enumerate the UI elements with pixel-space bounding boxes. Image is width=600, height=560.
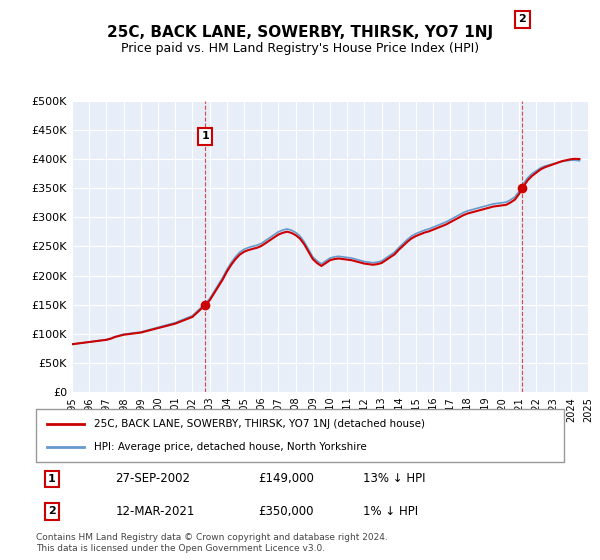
Text: 2: 2 — [518, 14, 526, 24]
Text: 27-SEP-2002: 27-SEP-2002 — [115, 473, 190, 486]
Text: 13% ↓ HPI: 13% ↓ HPI — [364, 473, 426, 486]
Text: Price paid vs. HM Land Registry's House Price Index (HPI): Price paid vs. HM Land Registry's House … — [121, 42, 479, 55]
Text: 1: 1 — [48, 474, 56, 484]
Text: 25C, BACK LANE, SOWERBY, THIRSK, YO7 1NJ (detached house): 25C, BACK LANE, SOWERBY, THIRSK, YO7 1NJ… — [94, 419, 425, 429]
Text: 25C, BACK LANE, SOWERBY, THIRSK, YO7 1NJ: 25C, BACK LANE, SOWERBY, THIRSK, YO7 1NJ — [107, 25, 493, 40]
Text: 2: 2 — [48, 506, 56, 516]
Text: 1: 1 — [201, 132, 209, 141]
Text: 12-MAR-2021: 12-MAR-2021 — [115, 505, 194, 517]
FancyBboxPatch shape — [36, 409, 564, 462]
Text: £149,000: £149,000 — [258, 473, 314, 486]
Text: £350,000: £350,000 — [258, 505, 313, 517]
Text: 1% ↓ HPI: 1% ↓ HPI — [364, 505, 418, 517]
Text: Contains HM Land Registry data © Crown copyright and database right 2024.
This d: Contains HM Land Registry data © Crown c… — [36, 533, 388, 553]
Text: HPI: Average price, detached house, North Yorkshire: HPI: Average price, detached house, Nort… — [94, 442, 367, 452]
